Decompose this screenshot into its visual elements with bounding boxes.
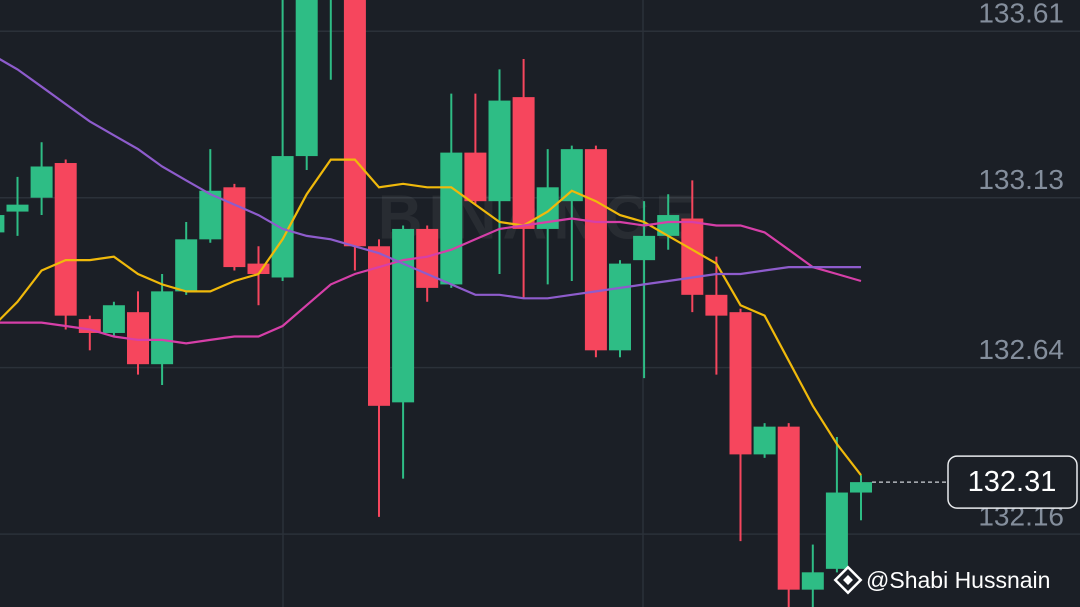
- candle-body: [247, 263, 270, 275]
- candle-body: [0, 215, 5, 233]
- candle-body: [271, 156, 294, 278]
- candle-body: [584, 149, 607, 351]
- candle-body: [753, 426, 776, 455]
- candle-body: [512, 97, 535, 229]
- candle-body: [368, 246, 390, 406]
- credit-logo: [833, 565, 863, 595]
- candle-body: [416, 228, 439, 288]
- candle-body: [127, 312, 149, 365]
- y-tick-label: 132.64: [978, 334, 1064, 365]
- candle-body: [151, 291, 174, 365]
- candle-body: [705, 294, 728, 316]
- moving-average-line: [0, 217, 862, 345]
- current-price-box: [947, 455, 1078, 509]
- candle-body: [464, 152, 487, 202]
- candle-body: [850, 482, 872, 493]
- candle-body: [560, 149, 583, 202]
- candle-body: [729, 312, 752, 455]
- candle-body: [175, 239, 198, 292]
- candle-body: [681, 218, 704, 295]
- candle-body: [657, 215, 680, 236]
- candle-body: [295, 0, 318, 157]
- candle-body: [633, 235, 656, 261]
- credit: @Shabi Hussnain: [833, 565, 1050, 595]
- moving-averages: [0, 58, 862, 476]
- candle-body: [488, 100, 511, 202]
- credit-text: @Shabi Hussnain: [866, 567, 1050, 593]
- candle-body: [440, 152, 463, 285]
- candle-body: [801, 572, 824, 590]
- candle-body: [30, 166, 53, 198]
- candle-body: [392, 228, 415, 403]
- candle-body: [223, 187, 246, 268]
- candles: [0, 0, 872, 607]
- candle-body: [54, 163, 77, 316]
- candle-body: [825, 492, 848, 569]
- current-price-label: 132.31: [968, 466, 1057, 498]
- moving-average-line: [0, 158, 862, 476]
- moving-average-line: [0, 58, 861, 300]
- y-tick-label: 133.61: [978, 0, 1064, 29]
- candle-body: [6, 204, 29, 212]
- candle-body: [102, 305, 125, 333]
- candle-body: [609, 263, 631, 351]
- y-tick-label: 133.13: [978, 164, 1064, 195]
- candle-body: [777, 426, 800, 590]
- candle-body: [536, 187, 559, 229]
- grid: [0, 30, 1080, 535]
- current-price: 132.31: [872, 455, 1078, 509]
- candle-body: [199, 190, 222, 240]
- candle-body: [343, 0, 366, 247]
